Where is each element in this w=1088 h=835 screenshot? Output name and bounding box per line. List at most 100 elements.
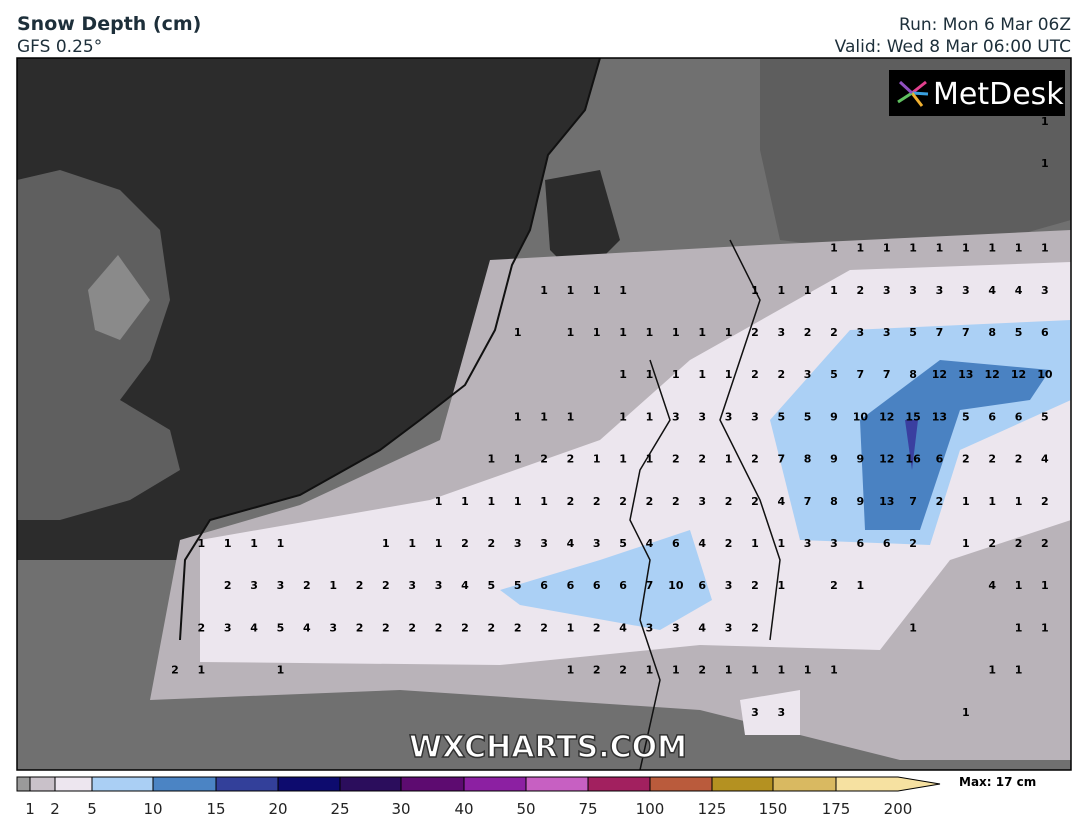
grid-value: 2: [540, 453, 548, 466]
coastline: [179, 58, 601, 641]
grid-value: 1: [962, 495, 970, 508]
grid-value: 2: [171, 664, 179, 677]
legend-swatch: [215, 776, 279, 792]
grid-value: 2: [936, 495, 944, 508]
legend-label: 2: [50, 800, 60, 818]
grid-value: 1: [619, 284, 627, 297]
grid-value: 1: [1015, 242, 1023, 255]
grid-value: 12: [985, 368, 1000, 381]
grid-value: 8: [830, 495, 838, 508]
grid-value: 7: [962, 326, 970, 339]
legend-label: 175: [822, 800, 851, 818]
grid-value: 9: [857, 453, 865, 466]
grid-value: 1: [936, 242, 944, 255]
grid-value: 1: [487, 495, 495, 508]
grid-value: 7: [804, 495, 812, 508]
grid-value: 2: [198, 621, 206, 634]
grid-value: 4: [303, 621, 311, 634]
grid-value: 2: [1015, 453, 1023, 466]
grid-value: 1: [514, 410, 522, 423]
grid-value: 2: [698, 664, 706, 677]
grid-value: 5: [619, 537, 627, 550]
grid-value: 3: [804, 368, 812, 381]
grid-value: 1: [408, 537, 416, 550]
grid-value: 2: [1015, 537, 1023, 550]
grid-value: 7: [777, 453, 785, 466]
grid-value: 1: [962, 706, 970, 719]
grid-value: 1: [672, 326, 680, 339]
grid-value: 2: [593, 664, 601, 677]
grid-value: 6: [567, 579, 575, 592]
grid-value: 3: [277, 579, 285, 592]
grid-value: 6: [672, 537, 680, 550]
grid-value: 1: [804, 664, 812, 677]
england-high: [88, 255, 150, 340]
run: Run: Mon 6 Mar 06Z: [899, 15, 1071, 35]
grid-value: 2: [751, 495, 759, 508]
grid-value: 3: [883, 284, 891, 297]
grid-value: 1: [988, 495, 996, 508]
grid-value: 2: [751, 368, 759, 381]
grid-value: 2: [804, 326, 812, 339]
grid-value: 1: [777, 284, 785, 297]
grid-value: 5: [777, 410, 785, 423]
grid-value: 1: [804, 284, 812, 297]
grid-value: 1: [909, 242, 917, 255]
grid-value: 5: [830, 368, 838, 381]
legend-swatch: [525, 776, 589, 792]
grid-value: 2: [751, 326, 759, 339]
grid-value: 13: [879, 495, 894, 508]
grid-value: 1: [751, 537, 759, 550]
grid-value: 1: [567, 664, 575, 677]
legend-label: 30: [391, 800, 410, 818]
grid-value: 2: [461, 537, 469, 550]
grid-value: 1: [224, 537, 232, 550]
grid-value: 1: [777, 537, 785, 550]
legend-label: 10: [143, 800, 162, 818]
grid-value: 2: [725, 495, 733, 508]
grid-value: 6: [540, 579, 548, 592]
grid-value: 1: [567, 410, 575, 423]
grid-value: 5: [1015, 326, 1023, 339]
grid-value: 2: [593, 621, 601, 634]
grid-value: 1: [567, 621, 575, 634]
map-shapes: [17, 58, 1071, 770]
legend-swatch: [339, 776, 402, 792]
logo: MetDesk: [933, 77, 1064, 112]
map-frame: [16, 57, 1072, 771]
grid-value: 2: [514, 621, 522, 634]
grid-value: 2: [698, 453, 706, 466]
grid-value: 1: [725, 664, 733, 677]
grid-value: 6: [593, 579, 601, 592]
grid-value: 5: [804, 410, 812, 423]
grid-value: 3: [646, 621, 654, 634]
legend-swatch: [152, 776, 217, 792]
legend-swatch: [54, 776, 93, 792]
grid-value: 2: [435, 621, 443, 634]
grid-value: 1: [1041, 579, 1049, 592]
grid-value: 1: [698, 368, 706, 381]
grid-value: 9: [830, 410, 838, 423]
grid-value: 3: [514, 537, 522, 550]
grid-value: 6: [698, 579, 706, 592]
grid-value: 5: [514, 579, 522, 592]
grid-value: 2: [487, 537, 495, 550]
grid-value: 3: [751, 706, 759, 719]
grid-value: 1: [857, 579, 865, 592]
grid-value: 1: [1015, 495, 1023, 508]
grid-value: 1: [567, 326, 575, 339]
grid-value: 1: [725, 368, 733, 381]
grid-value: 1: [988, 242, 996, 255]
grid-value: 12: [879, 410, 894, 423]
grid-value: 4: [777, 495, 785, 508]
grid-value: 3: [883, 326, 891, 339]
grid-value: 1: [487, 453, 495, 466]
grid-value: 1: [672, 368, 680, 381]
grid-value: 4: [646, 537, 654, 550]
grid-value: 1: [1015, 579, 1023, 592]
grid-value: 1: [1041, 115, 1049, 128]
grid-value: 1: [962, 242, 970, 255]
grid-value: 1: [198, 537, 206, 550]
